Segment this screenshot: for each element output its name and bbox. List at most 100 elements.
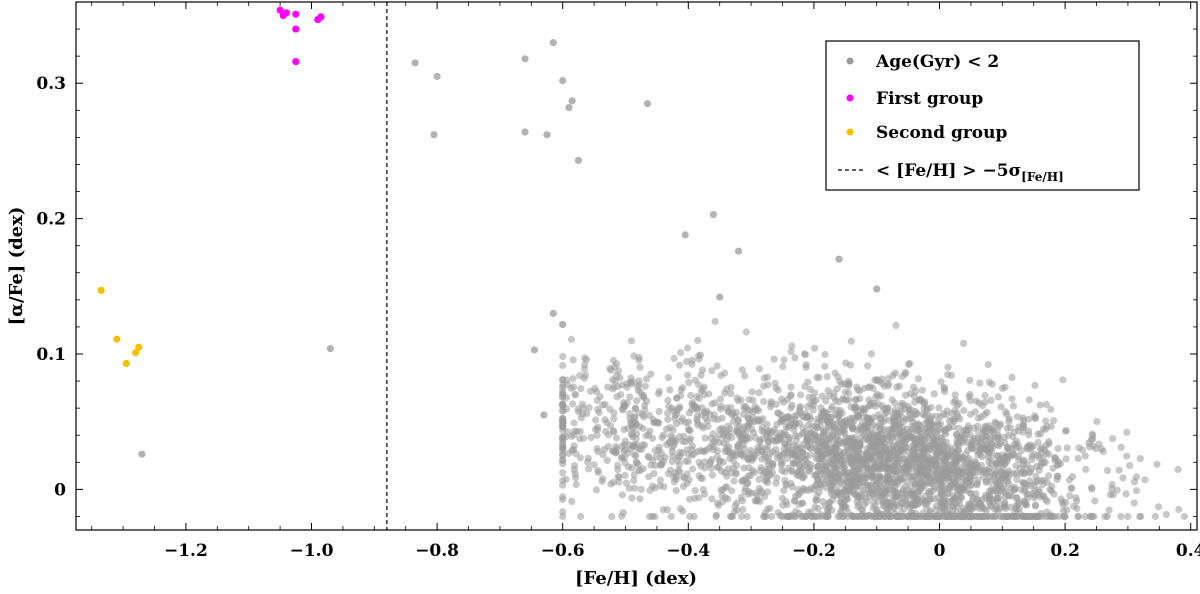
grey-point <box>971 408 979 416</box>
grey-point <box>618 491 627 499</box>
grey-point <box>1019 417 1027 425</box>
grey-point <box>569 400 577 408</box>
grey-point <box>790 426 798 434</box>
grey-point <box>672 420 681 428</box>
grey-point <box>1063 506 1071 514</box>
grey-point <box>934 493 942 502</box>
grey-point <box>655 387 663 395</box>
grey-point <box>688 465 697 473</box>
grey-point <box>848 455 856 463</box>
grey-point <box>694 448 702 456</box>
grey-point <box>951 391 959 399</box>
grey-point <box>683 344 692 352</box>
grey-point <box>967 397 975 405</box>
grey-point <box>549 39 557 47</box>
grey-point <box>636 466 644 474</box>
legend-threshold-main: < [Fe/H] > −5σ <box>876 161 1021 181</box>
grey-point <box>666 386 674 394</box>
grey-point <box>1026 477 1034 485</box>
grey-point <box>559 493 567 501</box>
grey-point <box>833 419 841 427</box>
grey-point <box>1031 381 1039 389</box>
grey-point <box>799 424 807 432</box>
grey-point <box>760 512 769 521</box>
grey-point <box>798 430 807 438</box>
grey-point <box>955 500 963 508</box>
grey-point <box>626 410 634 418</box>
grey-point <box>1036 401 1044 409</box>
legend-label-age: Age(Gyr) < 2 <box>875 52 999 72</box>
grey-point <box>559 422 567 430</box>
grey-point <box>926 475 934 483</box>
grey-point <box>707 458 715 466</box>
grey-point <box>617 391 625 399</box>
grey-point <box>905 360 913 368</box>
grey-point <box>782 423 790 431</box>
grey-point <box>592 388 601 396</box>
grey-point <box>700 383 708 391</box>
grey-point <box>707 464 715 472</box>
grey-point <box>590 461 598 469</box>
grey-point <box>576 427 584 436</box>
grey-point <box>768 469 777 477</box>
grey-point <box>570 419 578 427</box>
grey-point <box>985 468 993 476</box>
grey-point <box>598 477 606 485</box>
grey-point <box>833 464 841 473</box>
grey-point <box>901 438 909 446</box>
grey-point <box>955 424 963 432</box>
grey-point <box>606 365 614 373</box>
grey-point <box>921 497 930 505</box>
grey-point <box>1024 494 1032 502</box>
grey-point <box>645 473 653 481</box>
grey-point <box>708 471 717 479</box>
grey-point <box>645 453 653 461</box>
grey-point <box>683 357 691 366</box>
grey-point <box>559 460 567 468</box>
grey-point <box>666 432 675 440</box>
grey-point <box>639 441 647 449</box>
grey-point <box>872 393 880 402</box>
grey-point <box>890 418 898 426</box>
grey-point <box>1123 452 1131 460</box>
grey-point <box>732 499 741 507</box>
grey-point <box>1074 512 1082 521</box>
grey-point <box>716 425 724 434</box>
grey-point <box>909 473 917 481</box>
grey-point <box>613 371 621 380</box>
grey-point <box>747 447 755 455</box>
grey-point <box>962 450 970 458</box>
grey-point <box>579 434 588 442</box>
first-group-point <box>292 10 300 18</box>
grey-point <box>581 365 589 373</box>
grey-point <box>568 97 576 105</box>
grey-point <box>718 414 726 422</box>
grey-point <box>570 466 578 474</box>
grey-point <box>948 512 956 521</box>
grey-point <box>627 445 635 453</box>
grey-point <box>1040 459 1048 467</box>
grey-point <box>854 413 863 421</box>
grey-point <box>1021 500 1030 508</box>
legend: Age(Gyr) < 2 First group Second group < … <box>825 40 1140 191</box>
grey-point <box>751 402 759 411</box>
grey-point <box>951 396 960 404</box>
grey-point <box>1002 471 1010 479</box>
grey-point <box>824 387 832 395</box>
grey-point <box>949 496 957 504</box>
grey-point <box>983 408 991 416</box>
grey-point <box>812 496 821 504</box>
grey-point <box>755 365 764 373</box>
grey-point <box>815 512 823 521</box>
grey-point <box>675 433 684 441</box>
grey-point <box>626 393 634 401</box>
grey-point <box>873 489 881 497</box>
grey-point <box>697 411 706 419</box>
grey-point <box>1099 448 1107 456</box>
grey-point <box>717 372 725 380</box>
grey-point <box>778 466 786 474</box>
grey-point <box>1070 502 1078 510</box>
grey-point <box>787 467 796 475</box>
grey-point <box>770 428 778 436</box>
grey-point <box>1026 468 1034 476</box>
